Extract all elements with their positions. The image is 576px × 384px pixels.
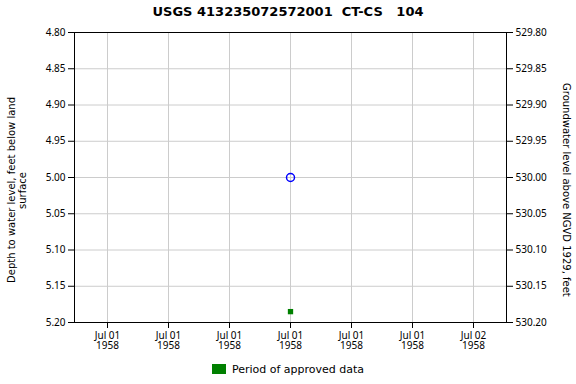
- svg-text:4.85: 4.85: [46, 61, 66, 75]
- svg-text:Jul 011958: Jul 011958: [216, 328, 243, 352]
- svg-text:5.10: 5.10: [46, 242, 66, 256]
- svg-text:Jul 011958: Jul 011958: [94, 328, 121, 352]
- svg-text:530.00: 530.00: [516, 170, 548, 184]
- svg-text:Jul 021958: Jul 021958: [460, 328, 487, 352]
- svg-text:4.80: 4.80: [46, 25, 66, 39]
- svg-text:4.95: 4.95: [46, 133, 66, 147]
- svg-text:Jul 011958: Jul 011958: [277, 328, 304, 352]
- html-text:Depth to water level, feet bel: Depth to water level, feet below land su…: [6, 97, 28, 283]
- svg-text:Jul 011958: Jul 011958: [399, 328, 426, 352]
- svg-text:529.80: 529.80: [516, 25, 548, 39]
- svg-text:5.05: 5.05: [46, 206, 66, 220]
- svg-text:529.85: 529.85: [516, 61, 548, 75]
- svg-text:530.10: 530.10: [516, 242, 548, 256]
- svg-text:530.05: 530.05: [516, 206, 548, 220]
- html-text:Period of approved data: Period of approved data: [231, 362, 365, 376]
- svg-text:Jul 011958: Jul 011958: [155, 328, 182, 352]
- svg-text:4.90: 4.90: [46, 97, 66, 111]
- svg-text:530.15: 530.15: [516, 278, 548, 292]
- svg-text:529.95: 529.95: [516, 133, 548, 147]
- svg-text:5.20: 5.20: [46, 315, 66, 329]
- svg-text:Jul 011958: Jul 011958: [338, 328, 365, 352]
- svg-text:530.20: 530.20: [516, 315, 548, 329]
- svg-text:5.00: 5.00: [46, 170, 66, 184]
- html-text:Groundwater level above NGVD 1: Groundwater level above NGVD 1929, feet: [560, 83, 572, 297]
- svg-text:529.90: 529.90: [516, 97, 548, 111]
- svg-text:5.15: 5.15: [46, 278, 66, 292]
- html-text:USGS 413235072572001 CT-CS 104: USGS 413235072572001 CT-CS 104: [152, 4, 424, 19]
